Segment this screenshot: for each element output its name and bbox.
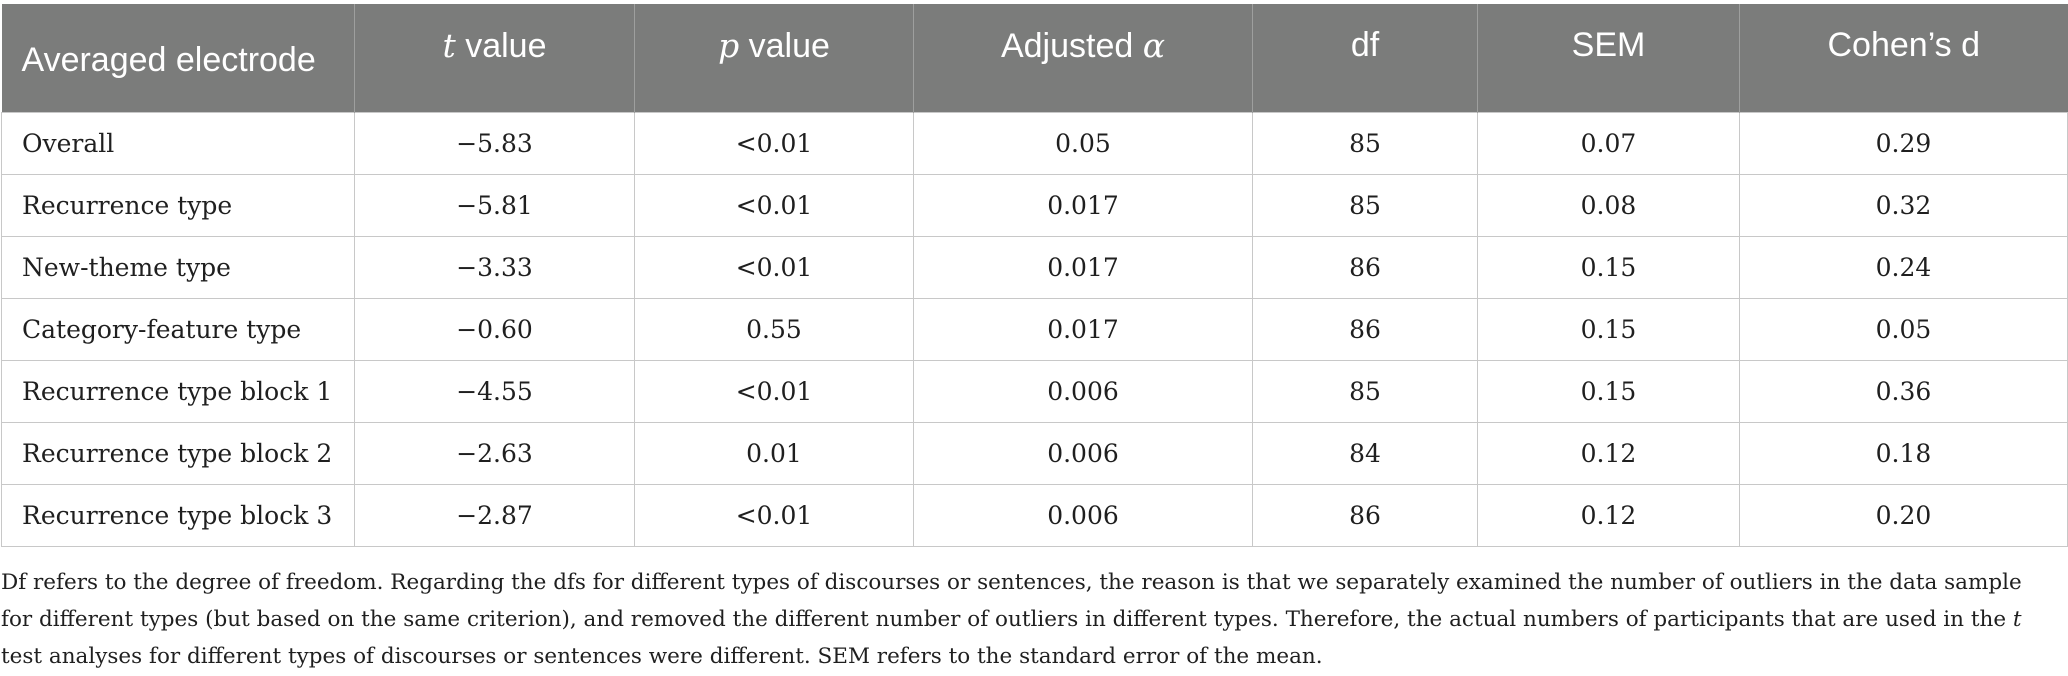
cell-adjusted-alpha: 0.017	[913, 235, 1253, 299]
cell-p-value: <0.01	[634, 483, 914, 547]
cell-electrode: Recurrence type block 1	[1, 359, 355, 423]
cell-adjusted-alpha: 0.05	[913, 111, 1253, 175]
cell-adjusted-alpha: 0.006	[913, 421, 1253, 485]
table-row: Recurrence type −5.81 <0.01 0.017 85 0.0…	[1, 173, 2068, 237]
header-p-value: p value	[634, 4, 914, 112]
cell-df: 85	[1252, 359, 1478, 423]
cell-cohens-d: 0.29	[1739, 111, 2068, 175]
cell-t-value: −2.63	[354, 421, 635, 485]
table-row: Recurrence type block 2 −2.63 0.01 0.006…	[1, 421, 2068, 485]
table-figure: Averaged electrode t value p value Adjus…	[1, 4, 2068, 669]
cell-electrode: New-theme type	[1, 235, 355, 299]
cell-electrode: Recurrence type	[1, 173, 355, 237]
cell-p-value: <0.01	[634, 359, 914, 423]
cell-adjusted-alpha: 0.006	[913, 483, 1253, 547]
cell-t-value: −4.55	[354, 359, 635, 423]
table-row: Recurrence type block 1 −4.55 <0.01 0.00…	[1, 359, 2068, 423]
header-averaged-electrode: Averaged electrode	[1, 4, 355, 112]
cell-sem: 0.15	[1477, 359, 1740, 423]
table-header-row: Averaged electrode t value p value Adjus…	[1, 4, 2068, 112]
cell-electrode: Recurrence type block 2	[1, 421, 355, 485]
cell-p-value: 0.01	[634, 421, 914, 485]
header-t-value: t value	[354, 4, 635, 112]
results-table: Averaged electrode t value p value Adjus…	[1, 4, 2068, 547]
cell-adjusted-alpha: 0.006	[913, 359, 1253, 423]
cell-t-value: −5.81	[354, 173, 635, 237]
header-adjusted-alpha: Adjusted α	[913, 4, 1253, 112]
cell-sem: 0.07	[1477, 111, 1740, 175]
table-row: Category-feature type −0.60 0.55 0.017 8…	[1, 297, 2068, 361]
cell-electrode: Category-feature type	[1, 297, 355, 361]
cell-electrode: Recurrence type block 3	[1, 483, 355, 547]
table-row: Recurrence type block 3 −2.87 <0.01 0.00…	[1, 483, 2068, 547]
table-footnote: Df refers to the degree of freedom. Rega…	[1, 570, 2022, 669]
cell-df: 86	[1252, 297, 1478, 361]
cell-sem: 0.15	[1477, 297, 1740, 361]
cell-t-value: −0.60	[354, 297, 635, 361]
cell-df: 84	[1252, 421, 1478, 485]
cell-adjusted-alpha: 0.017	[913, 173, 1253, 237]
cell-p-value: <0.01	[634, 235, 914, 299]
header-cohens-d: Cohen’s d	[1739, 4, 2068, 112]
table-row: New-theme type −3.33 <0.01 0.017 86 0.15…	[1, 235, 2068, 299]
cell-p-value: 0.55	[634, 297, 914, 361]
cell-sem: 0.15	[1477, 235, 1740, 299]
cell-electrode: Overall	[1, 111, 355, 175]
cell-sem: 0.12	[1477, 421, 1740, 485]
cell-t-value: −3.33	[354, 235, 635, 299]
cell-cohens-d: 0.05	[1739, 297, 2068, 361]
cell-adjusted-alpha: 0.017	[913, 297, 1253, 361]
cell-t-value: −2.87	[354, 483, 635, 547]
cell-cohens-d: 0.24	[1739, 235, 2068, 299]
cell-df: 85	[1252, 173, 1478, 237]
cell-df: 86	[1252, 235, 1478, 299]
header-df: df	[1252, 4, 1478, 112]
cell-sem: 0.08	[1477, 173, 1740, 237]
cell-p-value: <0.01	[634, 173, 914, 237]
cell-cohens-d: 0.36	[1739, 359, 2068, 423]
cell-cohens-d: 0.20	[1739, 483, 2068, 547]
cell-df: 85	[1252, 111, 1478, 175]
cell-t-value: −5.83	[354, 111, 635, 175]
cell-cohens-d: 0.32	[1739, 173, 2068, 237]
cell-sem: 0.12	[1477, 483, 1740, 547]
cell-p-value: <0.01	[634, 111, 914, 175]
header-sem: SEM	[1477, 4, 1740, 112]
table-row: Overall −5.83 <0.01 0.05 85 0.07 0.29	[1, 111, 2068, 175]
cell-df: 86	[1252, 483, 1478, 547]
cell-cohens-d: 0.18	[1739, 421, 2068, 485]
